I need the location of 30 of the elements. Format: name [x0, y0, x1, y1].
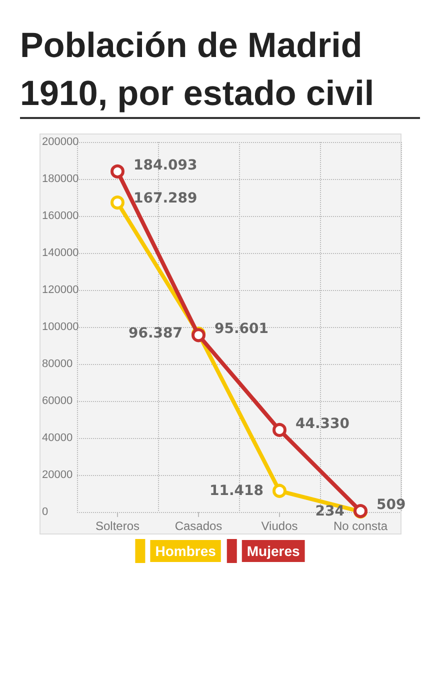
point — [110, 196, 124, 210]
y-tick-label: 0 — [42, 506, 48, 518]
y-tick-label: 100000 — [42, 321, 79, 333]
x-tick-label: Casados — [174, 519, 222, 533]
y-tick-label: 40000 — [42, 432, 73, 444]
y-tick-label: 180000 — [42, 173, 79, 185]
x-tick-label: Solteros — [95, 519, 140, 533]
x-tick-label: No consta — [333, 519, 388, 533]
point — [272, 484, 286, 498]
y-tick-label: 140000 — [42, 247, 79, 259]
data-label: 509 — [376, 497, 406, 514]
legend-label: Hombres — [155, 543, 216, 559]
y-tick-label: 160000 — [42, 210, 79, 222]
y-tick-label: 120000 — [42, 284, 79, 296]
legend-label: Mujeres — [246, 543, 300, 559]
data-label: 44.330 — [296, 416, 350, 432]
data-label: 184.093 — [134, 157, 198, 174]
data-label: 167.289 — [134, 190, 198, 207]
x-tick-label: Viudos — [261, 519, 298, 533]
y-tick-label: 60000 — [42, 395, 73, 407]
data-label: 96.387 — [128, 326, 182, 342]
point — [272, 422, 286, 437]
y-tick-label: 200000 — [42, 136, 79, 148]
chart-title: Población de Madrid 1910, por estado civil — [20, 25, 376, 115]
point — [110, 164, 124, 178]
data-label: 11.418 — [209, 482, 264, 499]
data-label: 95.601 — [214, 321, 269, 338]
y-tick-label: 20000 — [42, 469, 73, 481]
y-tick-label: 80000 — [42, 358, 73, 370]
data-label: 234 — [315, 504, 345, 520]
